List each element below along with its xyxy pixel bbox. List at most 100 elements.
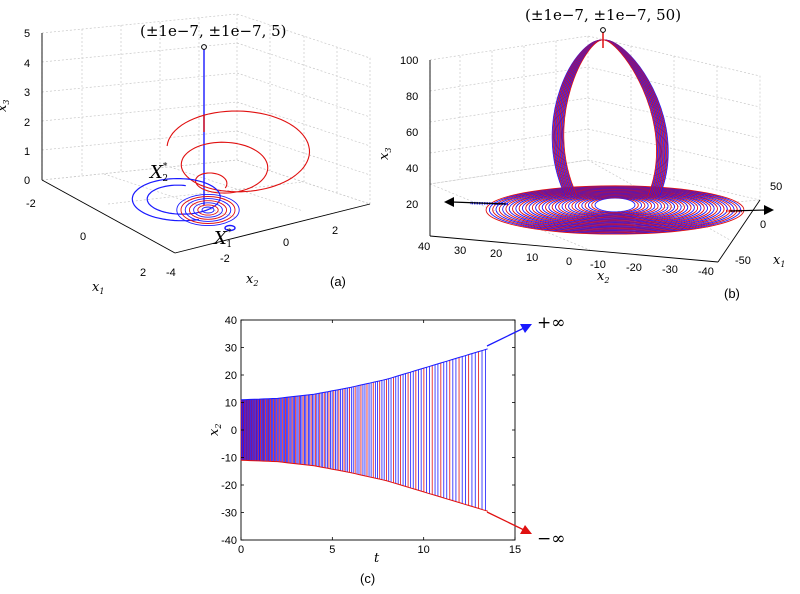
panel-b-x2-tick-3: 10 bbox=[526, 252, 538, 264]
panel-b: 20 40 60 80 100 40 30 20 10 0 -10 -20 -3… bbox=[377, 6, 785, 301]
panel-b-x3-tick-1: 40 bbox=[406, 163, 418, 175]
panel-c-ytick-label: -20 bbox=[221, 480, 237, 492]
panel-b-x2-tick-4: 0 bbox=[566, 256, 572, 268]
panel-a-x1-tick-0: -2 bbox=[26, 198, 36, 210]
panel-a-x1-tick-1: 0 bbox=[80, 231, 86, 243]
panel-b-spiral-ring bbox=[485, 185, 745, 235]
panel-b-x1-tick-2: -50 bbox=[735, 255, 751, 267]
panel-c-minus-infinity: −∞ bbox=[537, 529, 565, 549]
panel-b-x2-tick-8: -40 bbox=[698, 266, 714, 278]
panel-a-equilibrium-x2: X* 2 bbox=[148, 162, 168, 184]
panel-b-x2-label: x2 bbox=[597, 269, 609, 285]
panel-a-x2-tick-1: -2 bbox=[220, 253, 230, 265]
panel-c-minus-arrow bbox=[486, 511, 532, 534]
panel-b-annotation: (±1e−7, ±1e−7, 50) bbox=[525, 6, 681, 24]
panel-c-xtick-label: 15 bbox=[509, 544, 521, 556]
panel-c-xtick-label: 5 bbox=[329, 544, 335, 556]
panel-a-x2-ticks: -4 -2 0 2 bbox=[166, 225, 338, 279]
panel-a-small-loop bbox=[224, 224, 236, 232]
panel-b-x3-tick-4: 100 bbox=[400, 55, 418, 67]
panel-c-ytick-label: 30 bbox=[225, 343, 237, 355]
panel-c-ytick-label: -30 bbox=[221, 508, 237, 520]
panel-a-spiral-ring bbox=[197, 204, 219, 216]
panel-c-series bbox=[240, 348, 488, 512]
panel-c-ytick-label: 10 bbox=[225, 398, 237, 410]
panel-b-x2-ticks: 40 30 20 10 0 -10 -20 -30 -40 bbox=[418, 241, 714, 278]
panel-b-spiral-ring bbox=[587, 196, 643, 214]
panel-a-x3-label: x3 bbox=[0, 100, 11, 112]
panel-a-label: (a) bbox=[330, 274, 346, 289]
panel-c-label: (c) bbox=[360, 571, 375, 586]
panel-a-equilibrium-x1: X* 1 bbox=[212, 228, 232, 250]
panel-c-plus-infinity: +∞ bbox=[537, 313, 565, 333]
panel-b-x2-tick-2: 20 bbox=[490, 248, 502, 260]
panel-a-blue-trajectory bbox=[131, 178, 221, 222]
panel-c-xlabel: t bbox=[374, 551, 380, 566]
panel-c-upper-envelope bbox=[240, 348, 488, 401]
panel-a-x2-tick-3: 2 bbox=[332, 225, 338, 237]
panel-b-x3-ticks: 20 40 60 80 100 bbox=[400, 55, 418, 211]
panel-a-spiral-ring bbox=[180, 196, 236, 224]
panel-a-spiral-ring bbox=[201, 206, 215, 214]
panel-b-spiral-ring bbox=[594, 197, 636, 213]
panel-c-lower-envelope bbox=[240, 459, 488, 512]
panel-b-lobe-right bbox=[602, 39, 658, 196]
panel-a-x1-tick-2: 2 bbox=[140, 267, 146, 279]
panel-c-ticks: 0 5 10 15 40 30 20 10 0 -10 -20 -30 -40 bbox=[221, 315, 521, 556]
panel-a-red-trajectory bbox=[166, 110, 311, 194]
panel-b-label: (b) bbox=[724, 286, 740, 301]
panel-b-x3-tick-2: 60 bbox=[406, 127, 418, 139]
panel-b-x3-tick-3: 80 bbox=[406, 91, 418, 103]
panel-c: 0 5 10 15 40 30 20 10 0 -10 -20 -30 -40 t x2 +∞ −∞ (… bbox=[207, 313, 565, 586]
panel-b-x1-ticks: 50 0 -50 bbox=[735, 181, 782, 267]
panel-b-x1-tick-0: 50 bbox=[770, 181, 782, 193]
panel-b-x2-tick-1: 30 bbox=[454, 245, 466, 257]
panel-a-x3-ticks: 0 1 2 3 4 5 bbox=[24, 28, 30, 187]
panel-b-x3-tick-0: 20 bbox=[406, 199, 418, 211]
panel-b-x3-label: x3 bbox=[377, 148, 393, 160]
panel-a-x1-ticks: -2 0 2 bbox=[26, 198, 146, 279]
panel-a-x2-tick-2: 0 bbox=[283, 237, 289, 249]
panel-c-ytick-label: -40 bbox=[221, 535, 237, 547]
panel-c-xtick-label: 0 bbox=[238, 544, 244, 556]
panel-a-x3-tick-1: 1 bbox=[24, 146, 30, 158]
panel-c-ytick-label: 20 bbox=[225, 370, 237, 382]
panel-b-lobe-left bbox=[562, 39, 604, 196]
panel-a-spiral-ring bbox=[188, 200, 228, 220]
panel-a-x3-tick-0: 0 bbox=[24, 175, 30, 187]
panel-a: 0 1 2 3 4 5 -2 0 2 -4 -2 0 2 x3 x1 x2 (±… bbox=[0, 13, 371, 296]
panel-a-x3-tick-5: 5 bbox=[24, 28, 30, 40]
panel-a-x1-label: x1 bbox=[92, 280, 104, 296]
panel-c-ylabel: x2 bbox=[207, 424, 223, 436]
panel-b-lobe-right bbox=[602, 39, 660, 196]
panel-a-start-point bbox=[201, 44, 207, 50]
panel-b-x2-tick-6: -20 bbox=[626, 262, 642, 274]
panel-a-annotation: (±1e−7, ±1e−7, 5) bbox=[140, 22, 287, 40]
panel-c-plus-arrow bbox=[486, 324, 532, 347]
panel-b-x1-tick-1: 0 bbox=[760, 219, 766, 231]
panel-c-ytick-label: -10 bbox=[221, 453, 237, 465]
panel-a-x2-tick-0: -4 bbox=[166, 267, 176, 279]
panel-b-lobe-right bbox=[602, 39, 661, 196]
panel-b-right-arrow bbox=[729, 205, 774, 215]
panel-b-start-point bbox=[600, 27, 606, 33]
panel-b-lobe-left bbox=[563, 39, 604, 196]
panel-b-x1-label: x1 bbox=[773, 253, 785, 269]
panel-b-x2-tick-5: -10 bbox=[590, 259, 606, 271]
panel-a-x3-tick-4: 4 bbox=[24, 58, 30, 70]
panel-a-x3-tick-2: 2 bbox=[24, 117, 30, 129]
panel-c-xtick-label: 10 bbox=[418, 544, 430, 556]
panel-b-trajectories bbox=[469, 32, 745, 235]
panel-a-x3-tick-3: 3 bbox=[24, 87, 30, 99]
panel-b-x2-tick-0: 40 bbox=[418, 241, 430, 253]
panel-b-spiral-ring bbox=[591, 197, 639, 214]
panel-a-trajectories bbox=[131, 47, 311, 232]
panel-b-left-arrow bbox=[444, 197, 507, 207]
panel-a-spiral-ring bbox=[176, 193, 240, 227]
panel-c-ytick-label: 40 bbox=[225, 315, 237, 327]
panel-a-x2-label: x2 bbox=[246, 272, 258, 288]
panel-a-spiral-ring bbox=[193, 202, 223, 218]
panel-a-spiral-ring bbox=[184, 198, 232, 222]
